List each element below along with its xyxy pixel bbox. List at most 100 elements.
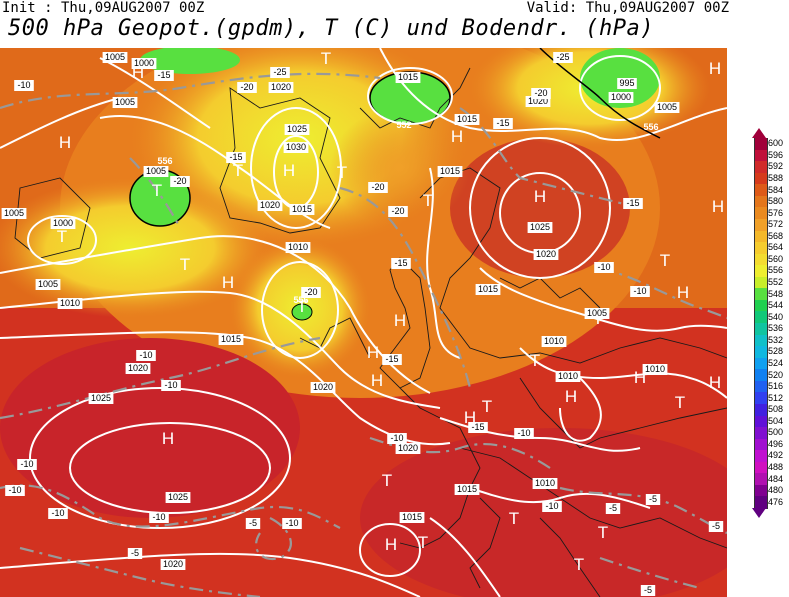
geopotential-contours xyxy=(539,48,661,139)
isobar-label-bg xyxy=(143,166,169,177)
legend-label: 576 xyxy=(768,207,784,218)
isotherm-label-bg xyxy=(708,521,724,532)
isotherm-label-bg xyxy=(387,433,407,444)
isobar-label: 1005 xyxy=(105,52,125,62)
isotherm-label: -15 xyxy=(385,354,398,364)
low-pressure-marker: T xyxy=(574,555,584,574)
isobar-label-bg xyxy=(268,82,294,93)
high-pressure-marker: H xyxy=(712,197,724,216)
low-pressure-marker: T xyxy=(57,227,67,246)
isobar-label-bg xyxy=(35,279,61,290)
gpdm-label: 556 xyxy=(643,122,658,132)
isobar-label: 1000 xyxy=(53,218,73,228)
legend-label: 572 xyxy=(768,219,784,230)
isotherm-label-bg xyxy=(301,287,321,298)
isobar-label: 1025 xyxy=(287,124,307,134)
weather-map: HTHHTHTTHHHTTHTTHTHHTTHHHTTHHHTTTHTT 100… xyxy=(0,48,727,597)
isotherm-label-bg xyxy=(282,518,302,529)
low-pressure-marker: T xyxy=(152,181,162,200)
legend-swatch xyxy=(754,484,768,497)
isotherm-label: -10 xyxy=(545,501,558,511)
legend-label: 496 xyxy=(768,438,784,449)
legend-label: 476 xyxy=(768,496,784,507)
isotherm-label: -10 xyxy=(8,485,21,495)
legend-swatch xyxy=(754,288,768,301)
isotherm-label-bg xyxy=(226,152,246,163)
legend-swatch xyxy=(754,184,768,197)
isobar-label: 1020 xyxy=(271,82,291,92)
low-pressure-marker: T xyxy=(675,393,685,412)
isobar-label: 1005 xyxy=(657,102,677,112)
isotherm-label: -10 xyxy=(139,350,152,360)
isobar-label-bg xyxy=(289,204,315,215)
isobar-label-bg xyxy=(310,382,336,393)
legend-swatch xyxy=(754,334,768,347)
isotherm-label: -10 xyxy=(51,508,64,518)
isobar-label: 1025 xyxy=(530,222,550,232)
low-pressure-marker: T xyxy=(530,351,540,370)
isobar-label-bg xyxy=(475,284,501,295)
isotherm-label-bg xyxy=(605,503,621,514)
isotherm-label: -10 xyxy=(390,433,403,443)
gpdm-label: 556 xyxy=(293,295,308,305)
legend-swatch xyxy=(754,496,768,509)
legend-swatch xyxy=(754,149,768,162)
isotherm-label: -20 xyxy=(371,182,384,192)
isobar-label-bg xyxy=(527,222,553,233)
high-pressure-marker: H xyxy=(162,429,174,448)
low-pressure-marker: T xyxy=(598,523,608,542)
isotherm-label: -5 xyxy=(249,518,257,528)
isobar-label: 1010 xyxy=(60,298,80,308)
geopotential-labels: 556 556 552 556 xyxy=(157,120,658,305)
valid-time-text: Valid: Thu,09AUG2007 00Z xyxy=(526,0,729,16)
isotherm-label-bg xyxy=(630,286,650,297)
isobar-label-bg xyxy=(57,298,83,309)
isotherm-label-bg xyxy=(468,422,488,433)
isotherm-label-bg xyxy=(553,52,573,63)
isotherm-label: -5 xyxy=(609,503,617,513)
isotherm-label: -10 xyxy=(633,286,646,296)
isotherm-label: -25 xyxy=(556,52,569,62)
legend-swatch xyxy=(754,207,768,220)
legend-swatch xyxy=(754,357,768,370)
high-pressure-marker: H xyxy=(222,273,234,292)
low-pressure-marker: T xyxy=(509,509,519,528)
legend-swatch xyxy=(754,265,768,278)
isotherm-label-bg xyxy=(127,548,143,559)
isobar-label-bg xyxy=(532,478,558,489)
isotherm-label-bg xyxy=(594,262,614,273)
temperature-isotherms xyxy=(0,72,727,597)
legend-swatch xyxy=(754,415,768,428)
isobar-label: 1025 xyxy=(91,393,111,403)
legend-label: 508 xyxy=(768,404,784,415)
chart-title: 500 hPa Geopot.(gpdm), T (C) und Bodendr… xyxy=(8,16,655,41)
isobar-label: 1020 xyxy=(313,382,333,392)
isotherm-label-bg xyxy=(645,494,661,505)
legend-label: 516 xyxy=(768,381,784,392)
isotherm-label: -20 xyxy=(240,82,253,92)
isotherm-label-bg xyxy=(388,206,408,217)
legend-label: 480 xyxy=(768,485,784,496)
isotherm-label-bg xyxy=(391,258,411,269)
isobar-label: 1010 xyxy=(558,371,578,381)
legend-bar xyxy=(752,138,768,509)
isobars xyxy=(0,48,727,597)
high-pressure-marker: H xyxy=(565,387,577,406)
legend-label: 556 xyxy=(768,265,784,276)
high-pressure-marker: H xyxy=(59,133,71,152)
isotherm-label-bg xyxy=(17,459,37,470)
legend-bottom-arrow xyxy=(752,508,766,518)
high-pressure-marker: H xyxy=(534,187,546,206)
isotherm-label: -10 xyxy=(152,512,165,522)
isobar-label-bg xyxy=(395,443,421,454)
isotherm-label: -25 xyxy=(273,67,286,77)
isobar-label-bg xyxy=(1,208,27,219)
isobar-label: 1030 xyxy=(286,142,306,152)
isobar-label-bg xyxy=(525,96,551,107)
high-pressure-marker: H xyxy=(709,373,721,392)
legend-label: 484 xyxy=(768,473,784,484)
temperature-field xyxy=(0,48,727,597)
isotherm-label-bg xyxy=(493,118,513,129)
isobar-label: 1010 xyxy=(535,478,555,488)
isotherm-label-bg xyxy=(237,82,257,93)
